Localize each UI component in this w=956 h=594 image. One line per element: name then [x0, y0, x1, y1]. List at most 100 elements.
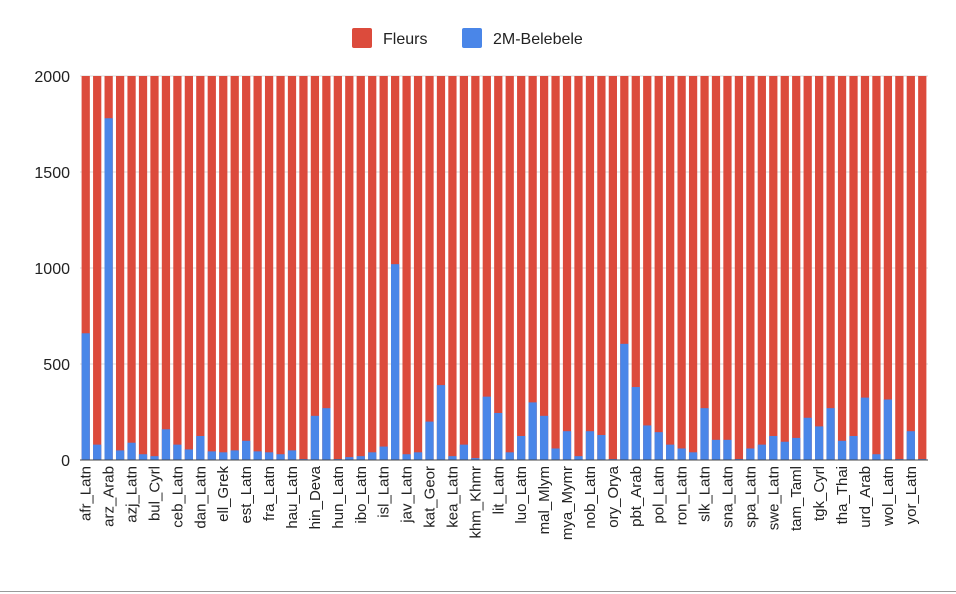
bar-fleurs-mal-mlym	[539, 76, 549, 460]
bar-2m-belebele-ceb-latn	[173, 444, 182, 460]
bar-fleurs-asm-beng	[115, 76, 125, 460]
bar-2m-belebele-bul-cyrl	[150, 456, 159, 460]
bar-fleurs-tgk-cyrl	[815, 76, 824, 460]
bar-2m-belebele-asm-beng	[115, 450, 125, 460]
x-tick-label-lit-latn: lit_Latn	[490, 466, 507, 514]
bar-2m-belebele-nld-latn	[574, 456, 583, 460]
bar-2m-belebele-ita-latn	[391, 264, 400, 460]
bar-2m-belebele-jav-latn	[402, 454, 411, 460]
x-tick-label-spa-latn: spa_Latn	[742, 466, 759, 528]
bar-fleurs-amh-ethi	[93, 76, 102, 460]
bar-fleurs-rus-cyrl	[688, 76, 698, 460]
bar-fleurs-ces-latn	[184, 76, 193, 460]
x-tick-label-ceb-latn: ceb_Latn	[169, 466, 186, 528]
bar-fleurs-pan-guru	[620, 76, 629, 460]
bar-fleurs-uzn-latn	[872, 76, 881, 460]
y-tick-label: 500	[43, 357, 70, 374]
bar-2m-belebele-por-latn	[666, 444, 675, 460]
bar-2m-belebele-lvs-latn	[528, 402, 537, 460]
bar-2m-belebele-kat-geor	[425, 421, 434, 460]
bar-fleurs-spa-latn	[746, 76, 755, 460]
bar-2m-belebele-khm-khmr	[471, 458, 480, 460]
bar-fleurs-heb-hebr	[299, 76, 308, 460]
bar-2m-belebele-ell-grek	[219, 452, 228, 460]
bar-2m-belebele-urd-arab	[860, 397, 870, 460]
bar-fleurs-lug-latn	[505, 76, 514, 460]
bar-fleurs-ind-latn	[368, 76, 377, 460]
bar-fleurs-ibo-latn	[356, 76, 365, 460]
bar-2m-belebele-spa-latn	[746, 448, 755, 460]
x-tick-label-khm-khmr: khm_Khmr	[467, 466, 484, 539]
y-tick-label: 1000	[34, 261, 70, 278]
x-tick-label-luo-latn: luo_Latn	[513, 466, 530, 524]
bar-2m-belebele-pol-latn	[654, 432, 663, 460]
bar-2m-belebele-est-latn	[242, 440, 251, 460]
bar-fleurs-tgl-latn	[826, 76, 835, 460]
bar-fleurs-hin-deva	[310, 76, 320, 460]
bar-fleurs-pes-arab	[643, 76, 652, 460]
bar-2m-belebele-afr-latn	[81, 333, 90, 460]
bar-fleurs-pbt-arab	[631, 76, 640, 460]
x-tick-label-yor-latn: yor_Latn	[903, 466, 920, 524]
x-tick-label-slk-latn: slk_Latn	[697, 466, 714, 522]
x-tick-label-swe-latn: swe_Latn	[765, 466, 782, 530]
bar-2m-belebele-rus-cyrl	[688, 452, 698, 460]
x-tick-label-wol-latn: wol_Latn	[880, 466, 897, 527]
x-tick-label-ron-latn: ron_Latn	[674, 466, 691, 525]
x-tick-label-jav-latn: jav_Latn	[399, 466, 416, 524]
bars-fleurs	[81, 76, 927, 460]
bar-2m-belebele-azj-latn	[127, 442, 136, 460]
bar-fleurs-ory-orya	[608, 76, 617, 460]
bar-fleurs-afr-latn	[81, 76, 90, 460]
bar-2m-belebele-uzn-latn	[872, 454, 881, 460]
bar-2m-belebele-isl-latn	[379, 446, 388, 460]
bar-2m-belebele-bel-cyrl	[138, 454, 148, 460]
bar-fleurs-mya-mymr	[562, 76, 572, 460]
bar-fleurs-swe-latn	[769, 76, 778, 460]
bar-2m-belebele-amh-ethi	[93, 444, 102, 460]
bar-2m-belebele-tgl-latn	[826, 408, 835, 460]
bar-2m-belebele-tam-taml	[792, 437, 801, 460]
bar-fleurs-xho-latn	[895, 76, 904, 460]
bar-fleurs-bel-cyrl	[138, 76, 148, 460]
bar-2m-belebele-tel-telu	[803, 417, 812, 460]
bar-fleurs-yor-latn	[906, 76, 915, 460]
bar-fleurs-hye-armn	[345, 76, 354, 460]
bar-2m-belebele-ibo-latn	[356, 456, 365, 460]
x-tick-label-bul-cyrl: bul_Cyrl	[146, 466, 163, 521]
bar-fleurs-ell-grek	[219, 76, 228, 460]
bar-fleurs-kaz-cyrl	[436, 76, 446, 460]
bar-fleurs-mar-deva	[551, 76, 560, 460]
bar-fleurs-lit-latn	[494, 76, 503, 460]
bar-fleurs-khm-khmr	[471, 76, 480, 460]
bar-2m-belebele-sna-latn	[723, 439, 732, 460]
bar-fleurs-eng-latn	[230, 76, 239, 460]
bar-2m-belebele-swe-latn	[769, 436, 778, 460]
x-tick-label-arz-arab: arz_Arab	[101, 466, 118, 527]
legend-label-fleurs: Fleurs	[383, 31, 427, 48]
bar-fleurs-luo-latn	[517, 76, 526, 460]
x-tick-label-kea-latn: kea_Latn	[444, 466, 461, 528]
bar-fleurs-zul-latn	[918, 76, 927, 460]
bar-2m-belebele-jpn-jpan	[413, 452, 423, 460]
bar-2m-belebele-kan-knda	[459, 444, 469, 460]
bar-fleurs-jav-latn	[402, 76, 411, 460]
bar-fleurs-pol-latn	[654, 76, 663, 460]
x-tick-label-hau-latn: hau_Latn	[284, 466, 301, 529]
bar-fleurs-fin-latn	[253, 76, 262, 460]
bar-fleurs-kor-hang	[482, 76, 491, 460]
bar-fleurs-hun-latn	[333, 76, 342, 460]
y-tick-label: 2000	[34, 69, 70, 86]
bars-2m-belebele	[81, 118, 927, 461]
y-tick-label: 0	[61, 453, 70, 470]
y-axis-tick-labels: 0 500 1000 1500 2000	[34, 69, 70, 470]
bar-fleurs-cat-latn	[161, 76, 171, 460]
x-tick-label-hun-latn: hun_Latn	[330, 466, 347, 529]
bar-fleurs-hrv-latn	[322, 76, 331, 460]
bar-fleurs-urd-arab	[860, 76, 870, 460]
legend-swatch-fleurs	[352, 28, 372, 48]
x-tick-label-tha-thai: tha_Thai	[834, 466, 851, 524]
bar-fleurs-kan-knda	[459, 76, 469, 460]
bar-2m-belebele-lug-latn	[505, 452, 514, 460]
